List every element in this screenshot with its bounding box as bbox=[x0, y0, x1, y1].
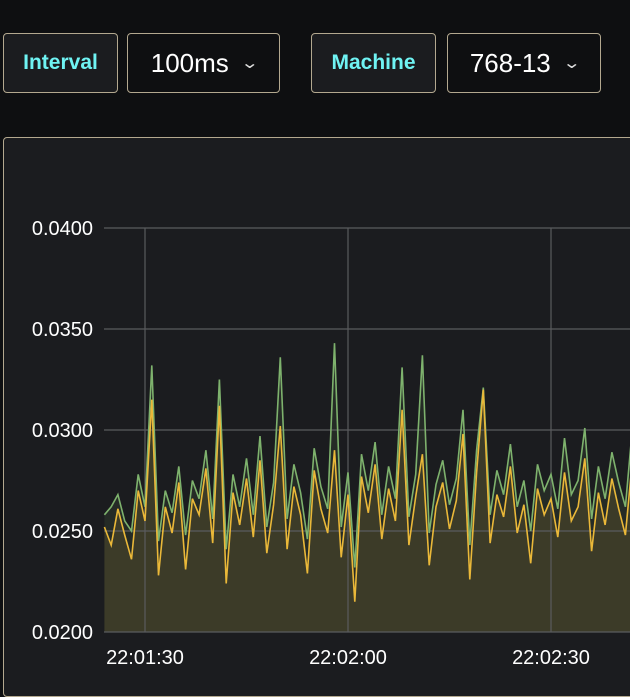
graph-panel bbox=[3, 137, 630, 697]
interval-dropdown[interactable]: 100ms ⌄ bbox=[127, 33, 280, 93]
y-tick-label: 0.0250 bbox=[32, 521, 93, 543]
machine-label: Machine bbox=[311, 33, 436, 93]
y-tick-label: 0.0400 bbox=[32, 218, 93, 240]
interval-label-text: Interval bbox=[23, 51, 98, 74]
machine-label-text: Machine bbox=[331, 51, 416, 74]
series-line-1 bbox=[103, 389, 630, 602]
chevron-down-icon: ⌄ bbox=[240, 55, 259, 72]
y-tick-label: 0.0350 bbox=[32, 319, 93, 341]
interval-label: Interval bbox=[3, 33, 118, 93]
chevron-down-icon: ⌄ bbox=[562, 55, 581, 72]
x-tick-label: 22:01:30 bbox=[106, 647, 184, 669]
machine-value: 768-13 bbox=[469, 47, 551, 78]
y-tick-label: 0.0200 bbox=[32, 622, 93, 644]
machine-dropdown[interactable]: 768-13 ⌄ bbox=[447, 33, 601, 93]
x-tick-label: 22:02:00 bbox=[309, 647, 387, 669]
x-tick-label: 22:02:30 bbox=[512, 647, 590, 669]
interval-value: 100ms bbox=[150, 47, 229, 78]
y-tick-label: 0.0300 bbox=[32, 420, 93, 442]
series-line-0 bbox=[103, 343, 630, 568]
